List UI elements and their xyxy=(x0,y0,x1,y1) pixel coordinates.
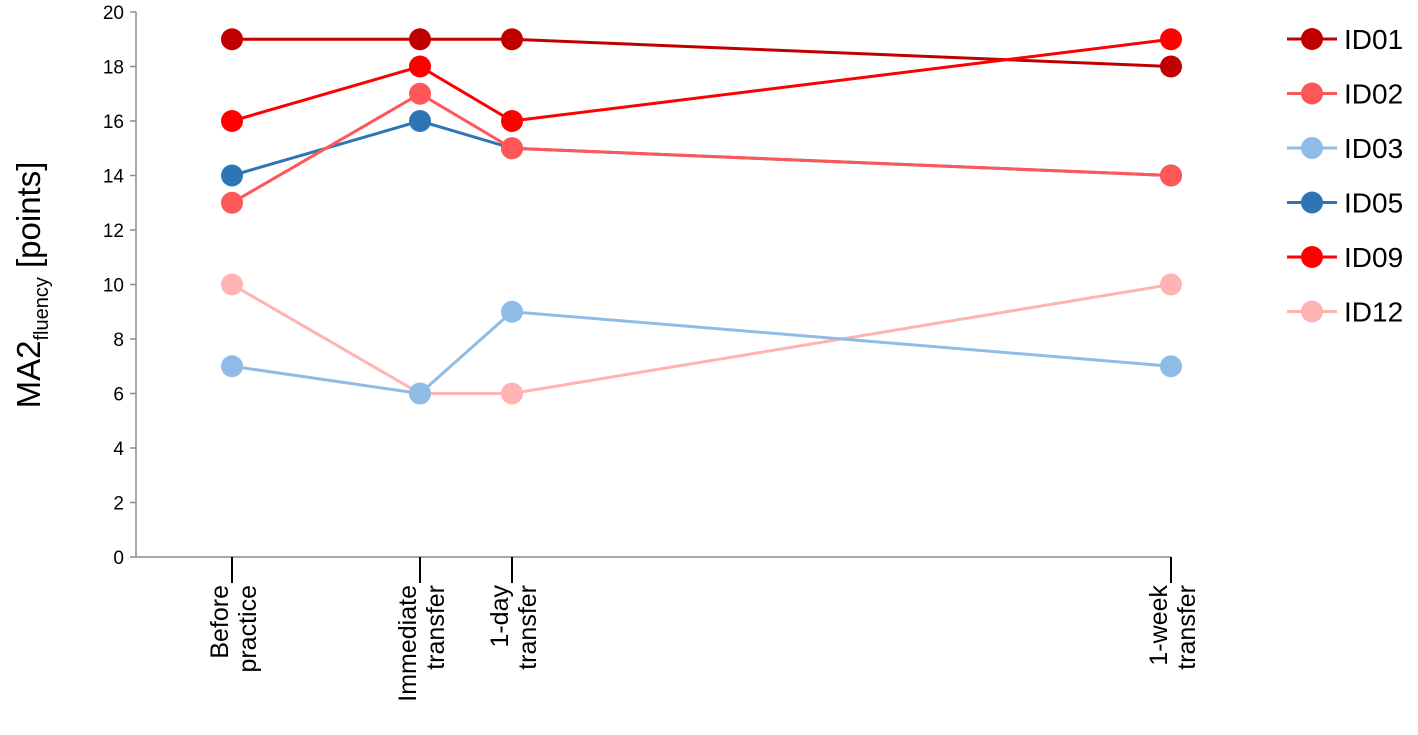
y-tick-label: 12 xyxy=(103,221,124,242)
data-point xyxy=(1160,273,1182,296)
legend-item-id09: ID09 xyxy=(1287,242,1403,273)
data-point xyxy=(409,82,431,105)
series-line xyxy=(232,37,1172,68)
x-tick-label: Immediate transfer xyxy=(394,585,450,702)
data-point xyxy=(409,382,431,405)
data-point xyxy=(1160,164,1182,187)
data-point xyxy=(221,164,243,187)
legend-item-id02: ID02 xyxy=(1287,79,1403,110)
series-line xyxy=(231,119,1172,177)
y-axis-label: MA2fluency [points] xyxy=(10,162,53,409)
series-line xyxy=(231,283,1172,395)
legend-marker xyxy=(1301,82,1323,105)
legend-marker xyxy=(1301,300,1323,323)
x-tick-label-line: transfer xyxy=(422,585,450,670)
series-line xyxy=(231,92,1172,205)
x-tick-label-line: Immediate xyxy=(394,585,422,702)
y-tick-label: 20 xyxy=(103,3,124,24)
y-tick-label: 0 xyxy=(113,548,124,569)
x-tick-label: 1-week transfer xyxy=(1145,585,1201,670)
legend-label: ID09 xyxy=(1344,242,1403,273)
y-tick-label: 4 xyxy=(113,439,124,460)
data-point xyxy=(221,273,243,296)
series-id02 xyxy=(221,82,1182,214)
x-axis-ticks: Before practice Immediate transfer 1-day tran… xyxy=(206,557,1201,702)
legend-marker xyxy=(1301,137,1323,159)
data-point xyxy=(501,137,523,160)
data-point xyxy=(501,300,523,323)
data-point xyxy=(1160,28,1182,51)
data-point xyxy=(1160,355,1182,378)
legend-label: ID05 xyxy=(1344,188,1403,219)
x-tick-label-line: 1-week xyxy=(1145,585,1173,666)
x-tick-label: Before practice xyxy=(206,585,262,673)
series-id03 xyxy=(221,300,1182,405)
series-id01 xyxy=(221,28,1182,78)
legend-label: ID12 xyxy=(1344,297,1403,328)
legend-item-id05: ID05 xyxy=(1287,188,1403,219)
x-tick-label-line: practice xyxy=(234,585,262,673)
legend-label: ID03 xyxy=(1344,133,1403,164)
data-point xyxy=(409,55,431,78)
data-point xyxy=(221,28,243,51)
axes xyxy=(135,12,1171,558)
data-point xyxy=(409,28,431,51)
legend-marker xyxy=(1301,246,1323,268)
data-point xyxy=(221,355,243,378)
y-tick-label: 14 xyxy=(103,167,125,188)
data-point xyxy=(501,382,523,405)
y-axis-label-group: MA2fluency [points] xyxy=(10,162,53,409)
data-point xyxy=(501,28,523,51)
data-point xyxy=(501,110,523,132)
data-point xyxy=(221,110,243,132)
legend-item-id03: ID03 xyxy=(1287,133,1403,164)
series-group xyxy=(221,28,1182,405)
x-tick-label-line: transfer xyxy=(1173,585,1201,670)
series-line xyxy=(231,37,1172,123)
y-tick-label: 18 xyxy=(103,58,124,79)
legend: ID01 ID02 ID03 ID05 ID09 ID12 xyxy=(1287,24,1403,328)
legend-item-id12: ID12 xyxy=(1287,297,1403,328)
legend-marker xyxy=(1301,191,1323,214)
legend-label: ID02 xyxy=(1344,79,1403,110)
y-tick-label: 6 xyxy=(113,385,124,406)
data-point xyxy=(221,191,243,214)
series-id05 xyxy=(221,110,1182,187)
series-id09 xyxy=(221,28,1182,132)
y-tick-label: 10 xyxy=(103,276,124,297)
legend-label: ID01 xyxy=(1344,24,1403,55)
x-tick-label: 1-day transfer xyxy=(486,585,542,670)
data-point xyxy=(409,110,431,132)
x-tick-label-line: 1-day xyxy=(486,585,514,648)
y-tick-label: 16 xyxy=(103,112,124,133)
x-tick-label-line: transfer xyxy=(514,585,542,670)
y-tick-label: 2 xyxy=(113,494,124,515)
legend-marker xyxy=(1301,28,1323,50)
legend-item-id01: ID01 xyxy=(1287,24,1403,55)
x-tick-label-line: Before xyxy=(206,585,234,659)
y-axis-ticks: 0 2 4 6 8 10 12 14 16 18 20 xyxy=(103,3,136,569)
y-tick-label: 8 xyxy=(113,330,124,351)
series-line xyxy=(231,310,1172,396)
data-point xyxy=(1160,55,1182,78)
